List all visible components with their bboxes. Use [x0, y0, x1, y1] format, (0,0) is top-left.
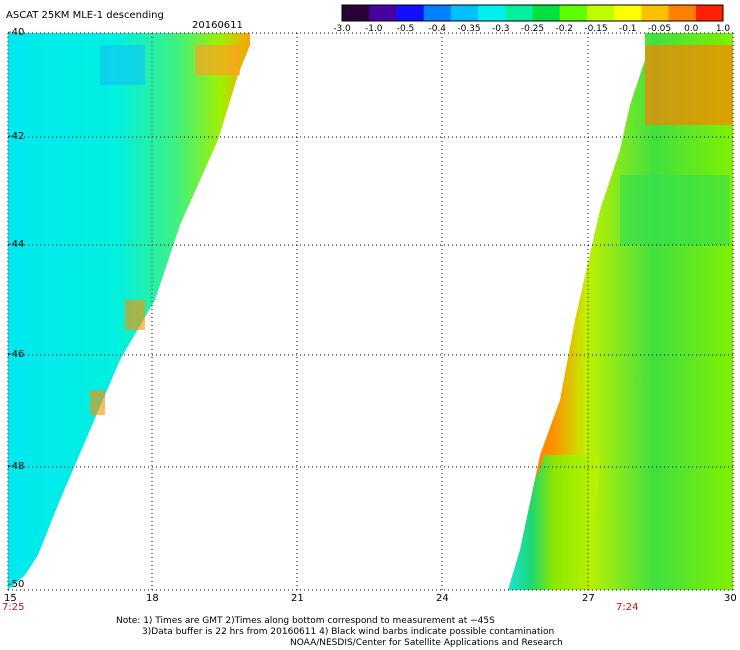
lon-label: 15	[4, 593, 17, 604]
colorbar-border	[341, 4, 724, 22]
colorbar-segment	[342, 5, 370, 21]
lat-label: -48	[8, 461, 25, 472]
lon-label: 27	[582, 593, 595, 604]
colorbar-tick-label: -0.3	[491, 24, 510, 34]
right-swath-lower	[508, 455, 600, 590]
map-title: ASCAT 25KM MLE-1 descending	[6, 10, 164, 21]
colorbar-segment	[396, 5, 425, 21]
time-right: 7:24	[616, 602, 639, 613]
colorbar-segment	[668, 5, 697, 21]
lon-label: 18	[146, 593, 159, 604]
colorbar-tick-label: 0.0	[684, 24, 699, 34]
map-date: 20160611	[192, 20, 243, 31]
colorbar-segment	[505, 5, 533, 21]
colorbar-segment	[641, 5, 670, 21]
colorbar-segment	[559, 5, 588, 21]
colorbar-tick-label: -0.4	[428, 24, 447, 34]
note-line-1: Note: 1) Times are GMT 2)Times along bot…	[116, 616, 495, 626]
left-swath-patch	[90, 390, 105, 415]
colorbar	[341, 4, 724, 22]
right-swath-patch	[620, 175, 730, 245]
colorbar-tick-label: -0.1	[618, 24, 637, 34]
gridlines	[7, 32, 734, 591]
colorbar-segment	[423, 5, 452, 21]
colorbar-segment	[586, 5, 615, 21]
colorbar-tick-label: -0.25	[520, 24, 545, 34]
lat-label: -42	[8, 131, 25, 142]
left-swath-patch	[100, 45, 145, 85]
left-swath-patch	[125, 300, 145, 330]
colorbar-segment	[450, 5, 479, 21]
colorbar-tick-label: 1.0	[715, 24, 731, 34]
colorbar-segment	[532, 5, 561, 21]
note-line-3: NOAA/NESDIS/Center for Satellite Applica…	[290, 638, 563, 648]
lon-label: 24	[436, 593, 449, 604]
colorbar-tick-label: -0.05	[647, 24, 672, 34]
colorbar-tick-label: -1.0	[364, 24, 383, 34]
lat-label: -44	[8, 239, 25, 250]
colorbar-segment	[614, 5, 642, 21]
note-line-2: 3)Data buffer is 22 hrs from 20160611 4)…	[142, 627, 555, 637]
lat-label: -46	[8, 349, 25, 360]
right-swath	[508, 33, 733, 590]
colorbar-segment	[478, 5, 506, 21]
lat-label: -40	[8, 27, 25, 38]
lon-label: 30	[724, 593, 737, 604]
time-left: 7:25	[2, 602, 25, 613]
colorbar-tick-label: -0.35	[457, 24, 481, 34]
colorbar-tick-label: -3.0	[333, 24, 351, 34]
colorbar-segment	[695, 5, 724, 21]
left-swath-patch	[195, 45, 240, 75]
colorbar-tick-label: -0.5	[396, 24, 415, 34]
colorbar-tick-label: -0.2	[555, 24, 574, 34]
lon-label: 21	[291, 593, 304, 604]
colorbar-segment	[369, 5, 397, 21]
right-swath-patch	[645, 45, 733, 125]
lat-label: -50	[8, 579, 25, 590]
colorbar-tick-label: -0.15	[584, 24, 608, 34]
